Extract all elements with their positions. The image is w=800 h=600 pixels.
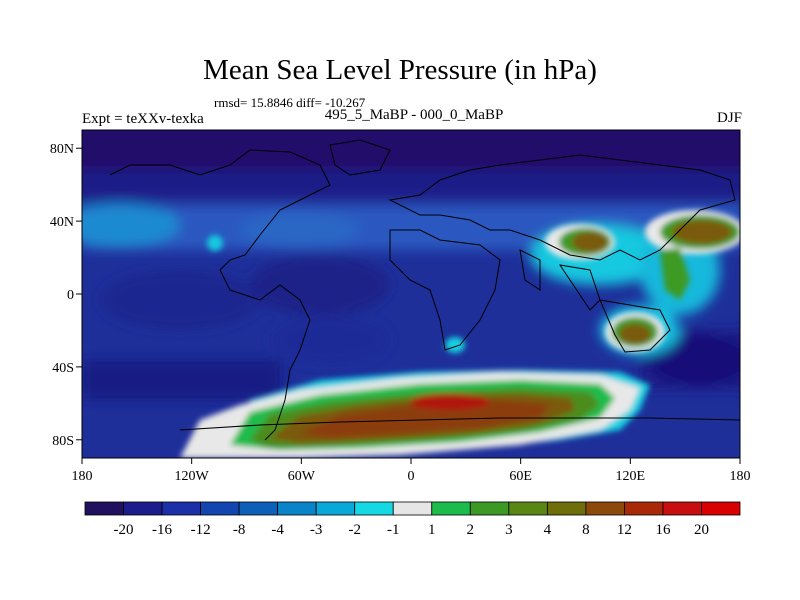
colorbar-label: -2	[348, 522, 361, 538]
lat-tick-label: 80N	[50, 142, 74, 157]
lat-tick-label: 80S	[52, 434, 74, 449]
lat-tick-label: 0	[67, 288, 74, 303]
lat-tick-label: 40S	[52, 361, 74, 376]
lon-tick-label: 60E	[509, 469, 532, 484]
lon-tick-label: 180	[730, 469, 751, 484]
colorbar-swatch	[624, 501, 664, 516]
lat-tick-label: 40N	[50, 215, 74, 230]
lon-tick-label: 120E	[616, 469, 646, 484]
colorbar-swatch	[508, 501, 548, 516]
colorbar: -20 -16 -12 -8 -4 -3 -2 -1 1 2 3 4 8 12 16 20	[84, 501, 741, 538]
pressure-field	[82, 130, 740, 458]
colorbar-swatch	[161, 501, 201, 516]
period-label: 495_5_MaBP - 000_0_MaBP	[324, 107, 504, 123]
colorbar-swatch	[431, 501, 471, 516]
colorbar-label: 12	[617, 522, 632, 538]
colorbar-label: 2	[467, 522, 475, 538]
colorbar-label: -3	[310, 522, 323, 538]
experiment-label: Expt = teXXv-texka	[82, 111, 204, 127]
colorbar-swatch	[585, 501, 625, 516]
colorbar-label: 4	[544, 522, 552, 538]
colorbar-label: -1	[387, 522, 400, 538]
lon-tick-label: 180	[72, 469, 93, 484]
colorbar-label: -20	[114, 522, 134, 538]
colorbar-swatch	[546, 501, 587, 516]
colorbar-label: 8	[582, 522, 590, 538]
lon-tick-label: 0	[408, 469, 415, 484]
colorbar-swatch	[701, 501, 741, 516]
colorbar-label: 3	[505, 522, 513, 538]
colorbar-swatch	[200, 501, 240, 516]
colorbar-label: 20	[694, 522, 709, 538]
season-label: DJF	[716, 110, 742, 126]
lon-tick-label: 60W	[288, 469, 316, 484]
latitude-axis: 80N 40N 0 40S 80S	[50, 142, 82, 449]
chart-title: Mean Sea Level Pressure (in hPa)	[203, 54, 597, 86]
longitude-axis: 180 120W 60W 0 60E 120E 180	[72, 458, 751, 484]
coastlines	[109, 139, 740, 441]
colorbar-swatch	[392, 501, 433, 516]
colorbar-swatch	[354, 501, 394, 516]
stats-text: rmsd= 15.8846 diff= -10.267	[214, 95, 366, 110]
colorbar-label: -12	[191, 522, 211, 538]
colorbar-swatch	[238, 501, 279, 516]
colorbar-swatch	[84, 501, 124, 516]
colorbar-swatch	[662, 501, 702, 516]
colorbar-label: -4	[271, 522, 284, 538]
colorbar-label: 1	[428, 522, 436, 538]
colorbar-swatch	[469, 501, 510, 516]
lon-tick-label: 120W	[175, 469, 210, 484]
colorbar-label: -8	[233, 522, 246, 538]
colorbar-swatch	[277, 501, 317, 516]
colorbar-swatch	[315, 501, 356, 516]
colorbar-label: -16	[152, 522, 172, 538]
colorbar-label: 16	[655, 522, 671, 538]
colorbar-swatch	[123, 501, 163, 516]
